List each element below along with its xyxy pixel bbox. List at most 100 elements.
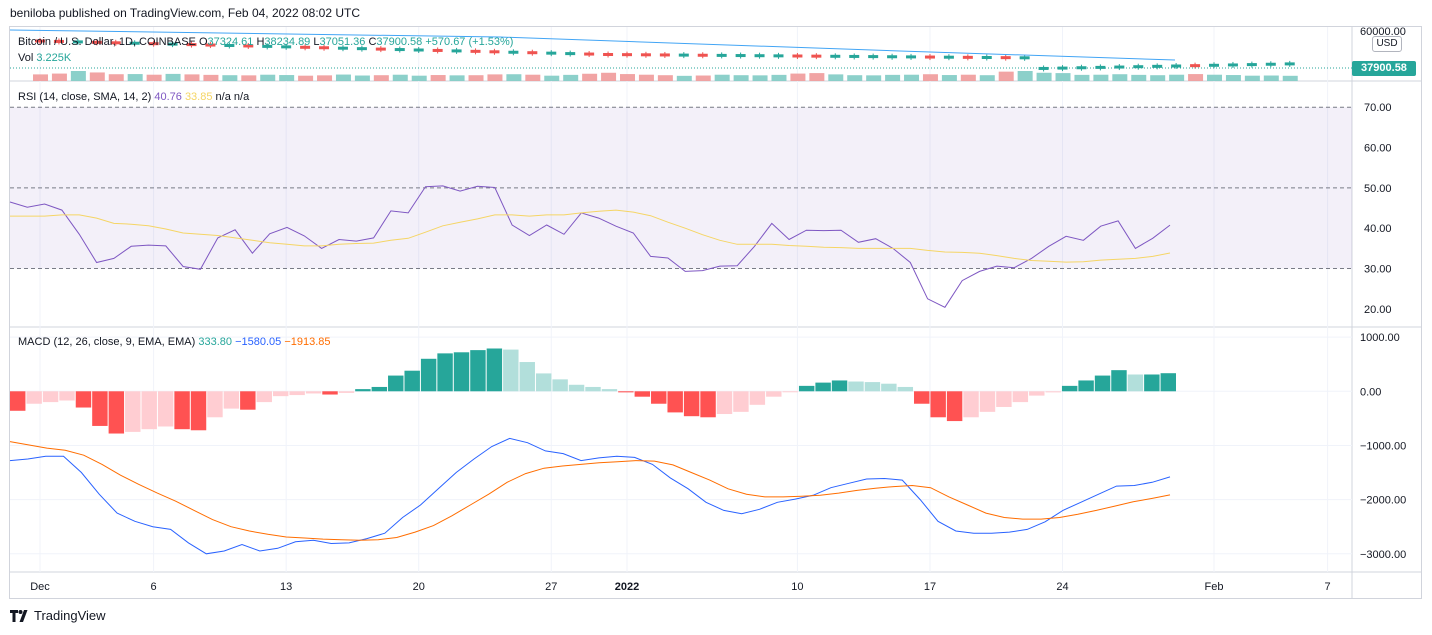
volume-bar [260,74,276,81]
candle-body [811,54,822,58]
volume-bar [960,74,976,81]
macd-histogram-bar [1078,380,1094,392]
macd-histogram-bar [897,386,914,392]
volume-bar [525,74,541,81]
candle-body [1133,65,1144,69]
rsi-title[interactable]: RSI (14, close, SMA, 14, 2) [18,91,152,103]
x-tick-label: 24 [1056,581,1068,593]
macd-histogram-bar [470,350,486,392]
candle-body [924,55,935,59]
candle-body [1284,62,1295,66]
macd-histogram-bar [519,362,535,392]
candle-body [868,55,879,59]
macd-histogram-bar [535,373,552,392]
macd-histogram-bar [453,352,470,392]
volume-bar [279,75,295,81]
candle-body [1152,64,1163,68]
candle-body [72,40,83,44]
x-tick-label: 6 [151,581,157,593]
volume-value: 3.225K [36,52,72,64]
vertical-grid [39,27,1329,572]
macd-histogram-bar [651,391,667,404]
high-label: H [256,36,265,48]
volume-bar [1055,73,1071,81]
macd-histogram-bar [207,391,223,418]
chart-frame [9,26,1422,599]
volume-bar [601,72,617,81]
macd-histogram-bar [733,391,749,412]
macd-histogram-bar [322,391,338,395]
macd-histogram-bar [864,382,881,392]
volume-bar [922,74,938,81]
candle-body [470,49,481,53]
candle-body [148,42,159,46]
volume-bar [582,73,598,81]
rsi-ma-value: 33.85 [184,91,213,103]
y-tick-label: 70.00 [1364,102,1392,114]
candle-body [91,40,102,44]
volume-bar [733,75,749,81]
volume-bar [506,74,522,81]
candle-body [508,50,519,54]
y-tick-label: 60.00 [1364,143,1392,155]
macd-histogram-bar [766,391,782,397]
macd-title[interactable]: MACD (12, 26, close, 9, EMA, EMA) [18,336,196,348]
rsi-line [9,185,1171,308]
volume-bar [146,74,162,81]
macd-histogram-bar [996,391,1012,407]
volume-bar [70,71,86,81]
volume-bar [430,75,446,81]
tradingview-logo-icon [10,609,28,622]
candle-body [1246,63,1257,67]
volume-bar [771,74,787,81]
price-pane[interactable] [9,29,1352,81]
volume-bar [1169,74,1185,81]
volume-bar [51,73,67,81]
x-tick-label: Dec [30,581,50,593]
candle-body [1171,64,1182,68]
currency-button[interactable]: USD [1372,36,1402,52]
symbol-title[interactable]: Bitcoin / U.S. Dollar, 1D, COINBASE [18,36,196,48]
volume-bar [544,75,560,81]
volume-bar [866,75,882,81]
candle-body [281,45,292,49]
candle-body [110,41,121,45]
candle-body [584,52,595,56]
volume-bar [108,74,124,81]
candle-body [1095,65,1106,69]
y-tick-label: −3000.00 [1360,549,1406,561]
volume-bar [298,75,314,81]
macd-histogram-bar [26,391,42,404]
candle-body [1114,65,1125,69]
candle-body [906,55,917,59]
macd-histogram-bar [1029,391,1045,396]
candle-body [243,44,254,48]
volume-bar [411,75,427,81]
macd-histogram-bar [634,391,651,397]
macd-histogram-bar [914,391,930,404]
volume-bar [828,74,844,81]
rsi-band [10,107,1352,269]
y-tick-label: 20.00 [1364,304,1392,316]
y-tick-label: 30.00 [1364,264,1392,276]
rsi-pane[interactable] [9,106,1352,308]
volume-bar [563,74,579,81]
volume-bar [373,75,389,81]
macd-pane[interactable] [9,336,1352,555]
price-legend: Bitcoin / U.S. Dollar, 1D, COINBASE O373… [18,36,513,48]
footer-brand[interactable]: TradingView [10,608,106,623]
volume-bar [979,75,995,81]
volume-bar [904,74,920,81]
volume-label[interactable]: Vol [18,52,34,64]
x-tick-label: 2022 [615,581,639,593]
macd-histogram-bar [585,386,601,392]
volume-bar [790,73,806,81]
moving-average-line [9,29,1176,61]
macd-histogram-bar [305,391,322,394]
low-label: L [313,36,320,48]
candle-body [300,45,311,49]
volume-bar [1207,74,1222,81]
volume-bar [449,75,465,81]
candle-body [413,48,424,52]
